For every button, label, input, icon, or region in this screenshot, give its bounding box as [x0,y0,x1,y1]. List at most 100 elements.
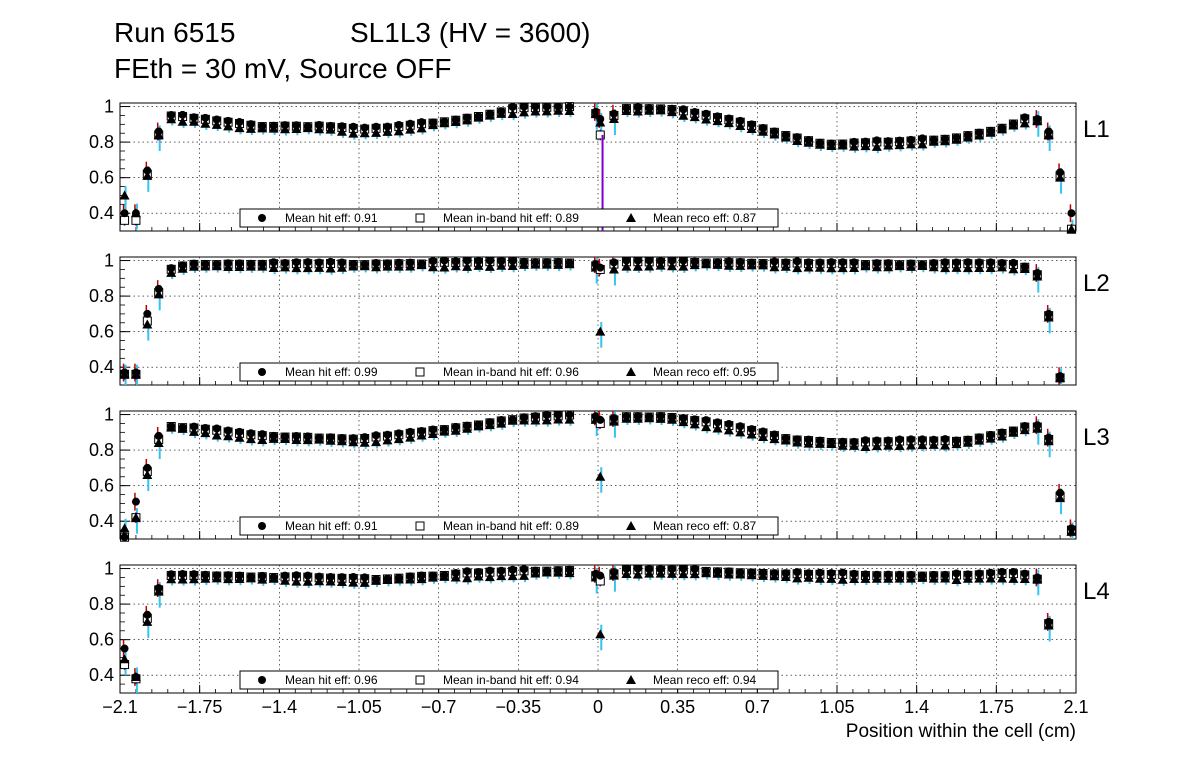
hit-marker [463,113,472,122]
hit-marker [1033,573,1042,582]
data-point [712,112,723,128]
hit-marker [884,137,893,146]
data-point [130,667,141,693]
hit-marker [1067,209,1076,218]
hit-marker [815,436,824,445]
data-point [814,436,825,451]
hit-marker [952,258,961,267]
data-point [314,433,325,446]
data-point [1032,568,1043,596]
reco-marker [769,434,780,444]
hit-marker [793,133,802,142]
data-point [427,118,438,132]
x-tick-label: 1.05 [819,697,854,717]
data-point [723,419,734,437]
data-point [142,459,153,491]
reco-marker [746,123,757,133]
hit-marker [952,133,961,142]
hit-marker [326,433,335,442]
data-point [894,570,905,585]
data-point [188,113,199,128]
data-point [712,258,723,272]
data-point [1019,113,1030,130]
data-point [371,431,382,449]
hit-marker [440,570,449,579]
hit-marker [383,574,392,583]
data-point [280,121,291,136]
hit-marker [143,610,152,619]
hit-marker [554,257,563,266]
legend: Mean hit eff: 0.99 Mean in-band hit eff: … [239,362,779,382]
reco-marker [1055,493,1066,503]
hit-marker [872,259,881,268]
hit-marker [724,257,733,266]
reco-marker [758,432,769,442]
y-tick-label: 0.8 [89,132,114,152]
hit-marker [269,258,278,267]
hit-marker [235,118,244,127]
hit-marker [770,569,779,578]
data-point [1043,122,1054,151]
hit-marker [998,259,1007,268]
hit-marker [747,425,756,434]
data-point [1055,483,1066,515]
reco-marker [257,435,268,445]
data-point [234,118,245,135]
hit-marker [815,138,824,147]
reco-marker [405,124,416,134]
hit-marker [360,123,369,132]
legend-inband-text: Mean in-band hit eff: 0.96 [443,365,579,379]
data-point [234,427,245,444]
hit-marker [609,258,618,267]
reco-marker [735,427,746,437]
data-point [632,103,643,118]
data-point [678,414,689,429]
data-point [894,260,905,273]
data-point [541,411,552,427]
reco-marker [678,569,689,579]
hit-marker [508,102,517,111]
data-point [803,136,814,150]
hit-marker [383,122,392,131]
data-point [837,568,848,586]
legend-hit-marker [258,522,266,530]
hit-marker [143,166,152,175]
reco-marker [871,441,882,451]
reco-marker [188,426,199,436]
data-point [780,434,791,447]
hit-marker [246,259,255,268]
data-point [666,412,677,426]
hit-marker [895,136,904,145]
reco-marker [701,114,712,124]
hit-marker [963,258,972,267]
hit-marker [690,565,699,574]
hit-marker [120,209,129,218]
data-point [758,427,769,444]
data-point [166,264,177,280]
reco-marker [951,575,962,585]
hit-marker [929,570,938,579]
data-point [871,570,882,585]
data-point [291,431,302,447]
reco-marker [336,576,347,586]
hit-marker [1056,168,1065,177]
hit-marker [1056,488,1065,497]
hit-marker [702,416,711,425]
data-point [666,564,677,581]
hit-marker [804,435,813,444]
data-point [735,422,746,439]
x-tick-label: −1.75 [177,697,223,717]
y-tick-label: 0.8 [89,440,114,460]
hit-marker [1020,569,1029,578]
data-point [348,259,359,273]
hit-marker [360,573,369,582]
reco-marker [962,263,973,273]
data-point [837,139,848,152]
data-point [519,413,530,427]
hit-marker [929,435,938,444]
y-tick-label: 1 [104,559,114,579]
data-point [119,518,130,542]
hit-marker [531,412,540,421]
data-point [348,573,359,589]
reco-marker [371,437,382,447]
